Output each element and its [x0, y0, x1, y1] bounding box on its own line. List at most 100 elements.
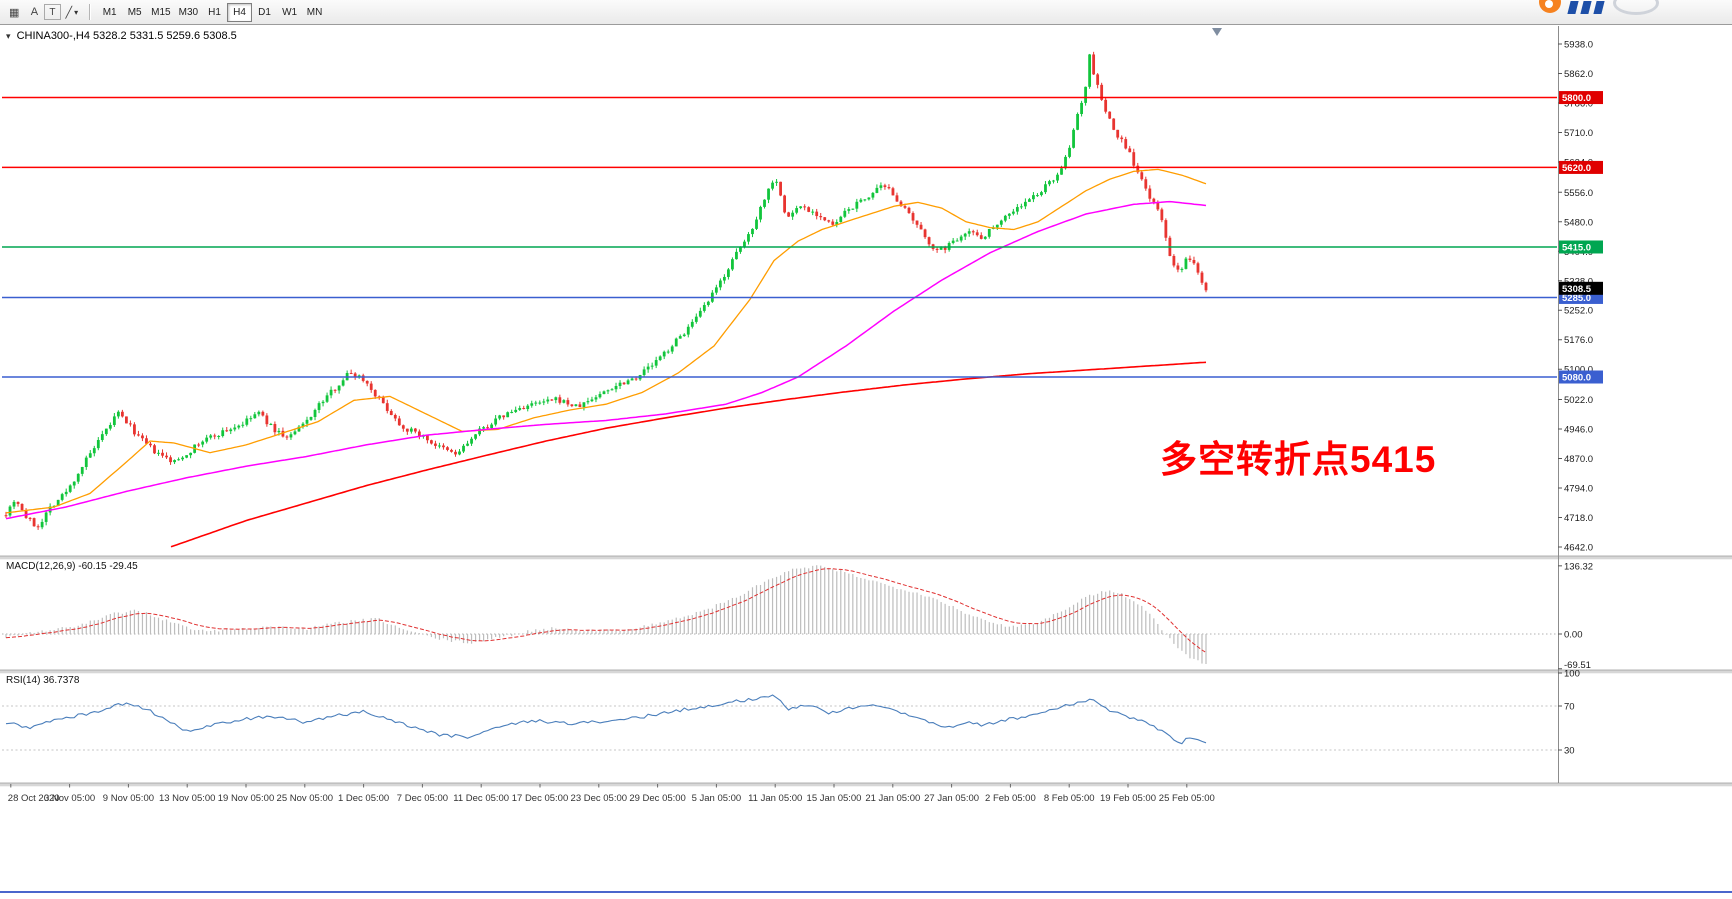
svg-text:5710.0: 5710.0	[1564, 128, 1593, 139]
svg-text:13 Nov 05:00: 13 Nov 05:00	[159, 793, 216, 804]
svg-text:70: 70	[1564, 702, 1575, 713]
chart-header: ▾ CHINA300-,H4 5328.2 5331.5 5259.6 5308…	[6, 30, 237, 42]
panel-divider	[0, 556, 1732, 560]
price-badge-5800.0: 5800.0	[1559, 91, 1603, 105]
timeframe-m1[interactable]: M1	[97, 3, 122, 22]
svg-text:5862.0: 5862.0	[1564, 69, 1593, 80]
svg-text:5022.0: 5022.0	[1564, 395, 1593, 406]
panel-divider	[0, 670, 1732, 674]
svg-text:5415.0: 5415.0	[1562, 242, 1591, 253]
timeframe-w1[interactable]: W1	[277, 3, 302, 22]
logo-swoosh-icon	[1613, 0, 1659, 15]
svg-text:19 Feb 05:00: 19 Feb 05:00	[1100, 793, 1156, 804]
svg-text:25 Feb 05:00: 25 Feb 05:00	[1159, 793, 1215, 804]
collapse-icon[interactable]: ▾	[6, 31, 11, 41]
svg-text:7 Dec 05:00: 7 Dec 05:00	[397, 793, 448, 804]
toolbar: ▦ A T ╱ ▾ M1 M5 M15 M30 H1 H4 D1 W1 MN	[0, 0, 1732, 25]
svg-text:29 Dec 05:00: 29 Dec 05:00	[629, 793, 686, 804]
brand-logo	[1537, 0, 1675, 20]
timeframe-m15[interactable]: M15	[147, 3, 174, 22]
svg-text:3 Nov 05:00: 3 Nov 05:00	[44, 793, 95, 804]
svg-text:5100.0: 5100.0	[1564, 365, 1593, 376]
timeframe-m5[interactable]: M5	[122, 3, 147, 22]
svg-text:5328.0: 5328.0	[1564, 276, 1593, 287]
svg-text:4870.0: 4870.0	[1564, 454, 1593, 465]
svg-text:11 Jan 05:00: 11 Jan 05:00	[748, 793, 802, 804]
price-badge-5620.0: 5620.0	[1559, 160, 1603, 174]
ma-mid-line	[5, 200, 1207, 520]
rsi-line	[5, 694, 1207, 745]
rsi-panel: 100 70 30	[2, 669, 1580, 757]
price-badge-5308.5: 5308.5	[1559, 281, 1603, 295]
svg-text:5285.0: 5285.0	[1562, 293, 1591, 304]
timeframe-h4[interactable]: H4	[227, 2, 253, 22]
rsi-indicator-label: RSI(14) 36.7378	[6, 675, 80, 686]
svg-text:5938.0: 5938.0	[1564, 40, 1593, 51]
svg-text:30: 30	[1564, 746, 1575, 757]
grid-icon[interactable]: ▦	[4, 3, 24, 22]
timeframe-m30[interactable]: M30	[175, 3, 202, 22]
svg-text:19 Nov 05:00: 19 Nov 05:00	[218, 793, 275, 804]
svg-text:5800.0: 5800.0	[1562, 93, 1591, 104]
logo-letter-icon	[1593, 1, 1605, 14]
price-axis: 5938.05862.05786.05710.05634.05556.05480…	[1558, 40, 1593, 554]
text-box-button[interactable]: T	[44, 4, 61, 20]
svg-text:25 Nov 05:00: 25 Nov 05:00	[277, 793, 334, 804]
svg-text:5252.0: 5252.0	[1564, 306, 1593, 317]
svg-text:21 Jan 05:00: 21 Jan 05:00	[865, 793, 920, 804]
svg-text:1 Dec 05:00: 1 Dec 05:00	[338, 793, 389, 804]
window-divider	[0, 891, 1732, 893]
svg-text:4718.0: 4718.0	[1564, 513, 1593, 524]
svg-text:5556.0: 5556.0	[1564, 188, 1593, 199]
svg-text:8 Feb 05:00: 8 Feb 05:00	[1044, 793, 1095, 804]
svg-text:5620.0: 5620.0	[1562, 163, 1591, 174]
logo-letter-icon	[1580, 1, 1592, 14]
text-annotation-button[interactable]: A	[24, 3, 44, 22]
panel-divider	[0, 783, 1732, 787]
svg-text:4794.0: 4794.0	[1564, 484, 1593, 495]
trendline-button[interactable]: ╱ ▾	[61, 3, 84, 22]
svg-text:23 Dec 05:00: 23 Dec 05:00	[571, 793, 628, 804]
timeframe-mn[interactable]: MN	[302, 3, 327, 22]
timeframe-h1[interactable]: H1	[202, 3, 227, 22]
svg-text:0.00: 0.00	[1564, 630, 1583, 641]
svg-text:136.32: 136.32	[1564, 561, 1593, 572]
logo-ball-icon	[1539, 0, 1561, 13]
svg-text:27 Jan 05:00: 27 Jan 05:00	[924, 793, 979, 804]
logo-letter-icon	[1567, 1, 1579, 14]
chart-annotation-text[interactable]: 多空转折点5415	[1160, 439, 1437, 480]
chart-ohlc-values: 5328.2 5331.5 5259.6 5308.5	[93, 30, 237, 42]
shift-marker-icon[interactable]	[1212, 28, 1222, 36]
toolbar-separator	[89, 4, 92, 20]
macd-signal-line	[5, 568, 1207, 653]
svg-text:9 Nov 05:00: 9 Nov 05:00	[103, 793, 154, 804]
price-badge-5415.0: 5415.0	[1559, 240, 1603, 254]
svg-text:5080.0: 5080.0	[1562, 373, 1591, 384]
levels-layer	[2, 96, 1557, 378]
svg-text:11 Dec 05:00: 11 Dec 05:00	[453, 793, 509, 804]
svg-text:100: 100	[1564, 669, 1580, 680]
svg-text:-69.51: -69.51	[1564, 660, 1591, 671]
moving-averages-layer	[5, 168, 1207, 548]
chart-symbol-label: CHINA300-,H4	[16, 30, 90, 42]
price-badge-5080.0: 5080.0	[1559, 370, 1603, 384]
svg-text:28 Oct 2020: 28 Oct 2020	[8, 793, 60, 804]
svg-text:5176.0: 5176.0	[1564, 335, 1593, 346]
svg-text:5480.0: 5480.0	[1564, 217, 1593, 228]
svg-text:5308.5: 5308.5	[1562, 284, 1592, 295]
trendline-icon: ╱	[65, 6, 73, 19]
chart-background	[0, 26, 1732, 899]
svg-text:5 Jan 05:00: 5 Jan 05:00	[692, 793, 742, 804]
timeframe-d1[interactable]: D1	[252, 3, 277, 22]
macd-indicator-label: MACD(12,26,9) -60.15 -29.45	[6, 561, 138, 572]
svg-text:4642.0: 4642.0	[1564, 543, 1593, 554]
chevron-down-icon: ▾	[74, 7, 79, 17]
svg-text:17 Dec 05:00: 17 Dec 05:00	[512, 793, 569, 804]
macd-panel: 136.32 0.00 -69.51	[2, 561, 1593, 671]
svg-text:15 Jan 05:00: 15 Jan 05:00	[807, 793, 862, 804]
ma-slow-line	[170, 361, 1207, 548]
ma-fast-line	[5, 168, 1207, 514]
svg-text:2 Feb 05:00: 2 Feb 05:00	[985, 793, 1036, 804]
